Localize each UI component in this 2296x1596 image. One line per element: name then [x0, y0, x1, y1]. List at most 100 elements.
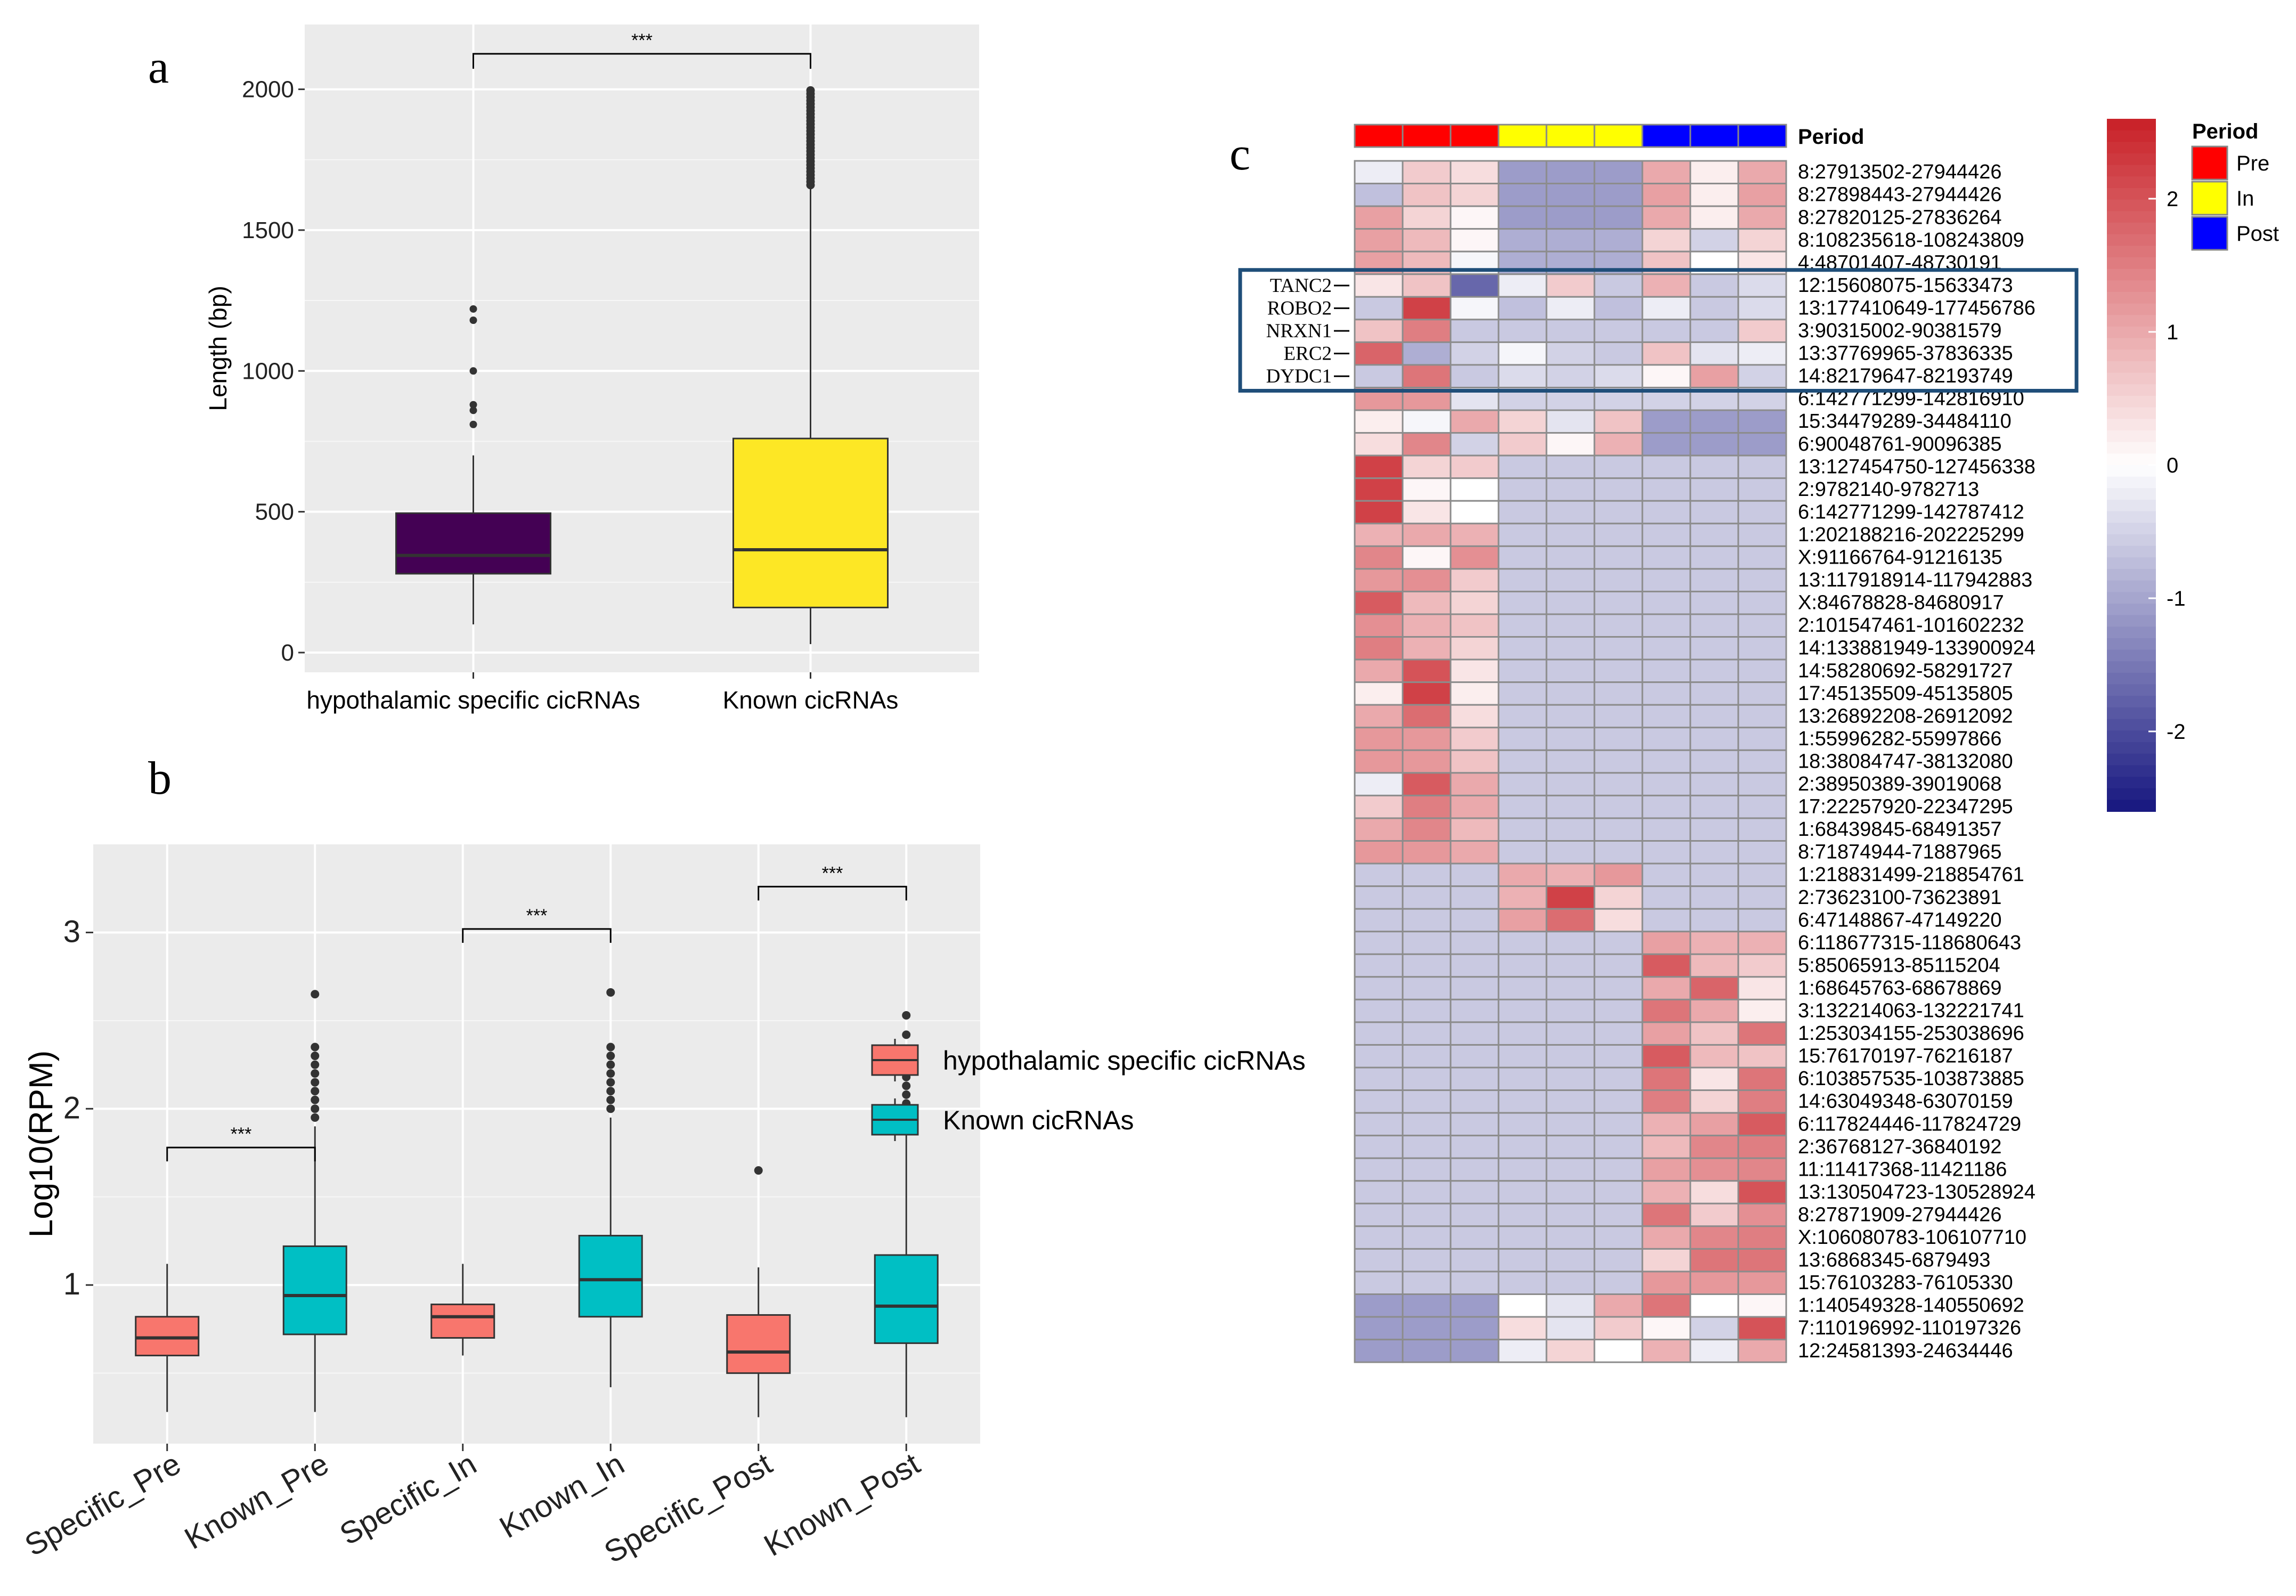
period-annotation-cell — [1450, 124, 1500, 148]
heatmap-cell — [1689, 1293, 1739, 1318]
heatmap-cell — [1354, 658, 1404, 683]
box-known-pre — [282, 990, 347, 1412]
heatmap-cell — [1545, 1157, 1595, 1182]
heatmap-cell — [1402, 772, 1452, 796]
heatmap-cell — [1450, 1112, 1500, 1137]
outlier-point — [311, 1043, 320, 1052]
heatmap-cell — [1354, 840, 1404, 865]
outlier-point — [311, 1060, 320, 1069]
heatmap-cell — [1354, 1202, 1404, 1227]
heatmap-cell — [1641, 364, 1691, 389]
heatmap-cell — [1545, 454, 1595, 479]
heatmap-cell — [1402, 727, 1452, 751]
heatmap-cell — [1641, 794, 1691, 819]
heatmap-row-label: 6:90048761-90096385 — [1798, 433, 2002, 455]
period-legend-label: In — [2236, 187, 2254, 210]
color-scale-segment — [2107, 176, 2156, 189]
heatmap-cell — [1689, 772, 1739, 796]
heatmap-cell — [1354, 1339, 1404, 1363]
heatmap-cell — [1737, 908, 1787, 933]
color-scale-segment — [2107, 361, 2156, 373]
heatmap-cell — [1545, 885, 1595, 910]
heatmap-cell — [1354, 1248, 1404, 1273]
y-tick-label: 1500 — [242, 217, 294, 243]
heatmap-cell — [1689, 545, 1739, 570]
heatmap-cell — [1497, 1157, 1548, 1182]
heatmap-cell — [1497, 840, 1548, 865]
heatmap-row-label: 8:108235618-108243809 — [1798, 229, 2024, 251]
heatmap-cell — [1593, 273, 1643, 298]
heatmap-cell — [1545, 568, 1595, 592]
heatmap-cell — [1450, 1248, 1500, 1273]
heatmap-cell — [1689, 727, 1739, 751]
heatmap-cell — [1689, 1248, 1739, 1273]
panel-a-y-axis-title: Length (bp) — [204, 286, 232, 411]
heatmap-cell — [1641, 862, 1691, 887]
y-tick-label: 1000 — [242, 358, 294, 384]
heatmap-cell — [1402, 183, 1452, 207]
heatmap-cell — [1545, 953, 1595, 978]
heatmap-row-label: 6:117824446-117824729 — [1798, 1113, 2021, 1135]
color-scale-label: -2 — [2167, 720, 2186, 744]
color-scale-label: 0 — [2167, 454, 2178, 477]
period-annotation-cell — [1545, 124, 1595, 148]
heatmap-cell — [1593, 409, 1643, 434]
heatmap-cell — [1737, 1112, 1787, 1137]
heatmap-cell — [1641, 273, 1691, 298]
significance-bracket — [166, 1146, 316, 1162]
heatmap-row-label: 15:76103283-76105330 — [1798, 1272, 2013, 1294]
color-scale-label: 2 — [2167, 188, 2178, 211]
heatmap-cell — [1737, 319, 1787, 343]
heatmap-row-label: X:84678828-84680917 — [1798, 592, 2004, 614]
heatmap-cell — [1641, 183, 1691, 207]
heatmap-row-label: 3:132214063-132221741 — [1798, 1000, 2024, 1022]
x-category-label: Known_Pre — [179, 1446, 335, 1556]
heatmap-cell — [1593, 545, 1643, 570]
color-scale-segment — [2107, 545, 2156, 558]
heatmap-cell — [1593, 1248, 1643, 1273]
heatmap-cell — [1545, 523, 1595, 547]
heatmap-cell — [1689, 704, 1739, 729]
color-scale-segment — [2107, 661, 2156, 673]
heatmap-cell — [1545, 681, 1595, 706]
heatmap-cell — [1354, 772, 1404, 796]
heatmap-cell — [1737, 772, 1787, 796]
heatmap-cell — [1402, 160, 1452, 185]
highlight-gene-label: TANC2 — [1270, 275, 1332, 297]
heatmap-cell — [1497, 636, 1548, 661]
heatmap-cell — [1497, 1339, 1548, 1363]
highlight-gene-label: DYDC1 — [1266, 365, 1332, 387]
heatmap-cell — [1545, 840, 1595, 865]
heatmap-cell — [1497, 183, 1548, 207]
heatmap-cell — [1641, 976, 1691, 1000]
heatmap-cell — [1737, 500, 1787, 525]
heatmap-row-label: 12:15608075-15633473 — [1798, 274, 2013, 297]
heatmap-cell — [1402, 1089, 1452, 1114]
heatmap-cell — [1354, 454, 1404, 479]
color-scale-segment — [2107, 407, 2156, 420]
significance-label: *** — [526, 906, 548, 926]
heatmap-cell — [1545, 931, 1595, 955]
heatmap-cell — [1545, 1271, 1595, 1295]
heatmap-cell — [1402, 1157, 1452, 1182]
heatmap-cell — [1641, 1248, 1691, 1273]
heatmap-cell — [1689, 477, 1739, 502]
color-scale-segment — [2107, 165, 2156, 177]
panel-a-significance: *** — [473, 30, 811, 69]
box-known — [732, 86, 889, 645]
heatmap-row-label: 13:6868345-6879493 — [1798, 1249, 1990, 1272]
outlier-point — [902, 1011, 911, 1020]
heatmap-cell — [1593, 1271, 1643, 1295]
color-scale-segment — [2107, 765, 2156, 777]
heatmap-cell — [1545, 319, 1595, 343]
x-category-label: Known cicRNAs — [723, 686, 899, 714]
heatmap-cell — [1593, 364, 1643, 389]
box-specific-in — [430, 1264, 495, 1356]
heatmap-cell — [1593, 477, 1643, 502]
panel-a-y-ticks: 0 500 1000 1500 2000 — [242, 77, 305, 666]
heatmap-cell — [1737, 681, 1787, 706]
outlier-point — [606, 1043, 615, 1052]
heatmap-cell — [1689, 998, 1739, 1023]
heatmap-cell — [1545, 500, 1595, 525]
